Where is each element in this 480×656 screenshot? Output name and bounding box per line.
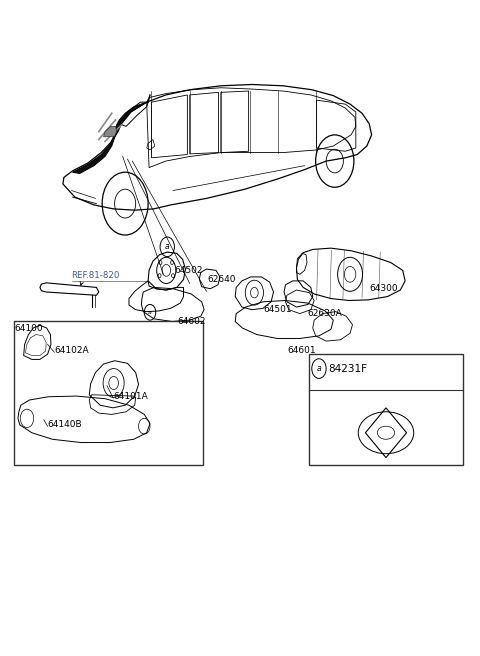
Text: a: a <box>148 310 152 315</box>
Text: 64300: 64300 <box>369 284 398 293</box>
Text: a: a <box>165 242 169 251</box>
Text: 64602: 64602 <box>178 317 206 326</box>
Text: 64140B: 64140B <box>48 420 82 430</box>
Text: 64601: 64601 <box>287 346 315 356</box>
Text: 64100: 64100 <box>14 323 43 333</box>
FancyBboxPatch shape <box>14 321 203 466</box>
Text: 64502: 64502 <box>174 266 203 275</box>
Text: 62630A: 62630A <box>307 309 342 318</box>
Text: 64501: 64501 <box>263 305 291 314</box>
Text: REF.81-820: REF.81-820 <box>72 270 120 279</box>
Polygon shape <box>72 102 147 173</box>
FancyBboxPatch shape <box>310 354 463 466</box>
Text: a: a <box>317 364 321 373</box>
Text: 64101A: 64101A <box>113 392 148 401</box>
Text: 64102A: 64102A <box>54 346 89 356</box>
Text: 84231F: 84231F <box>328 363 368 373</box>
Text: 62640: 62640 <box>207 275 236 284</box>
Polygon shape <box>104 127 117 137</box>
